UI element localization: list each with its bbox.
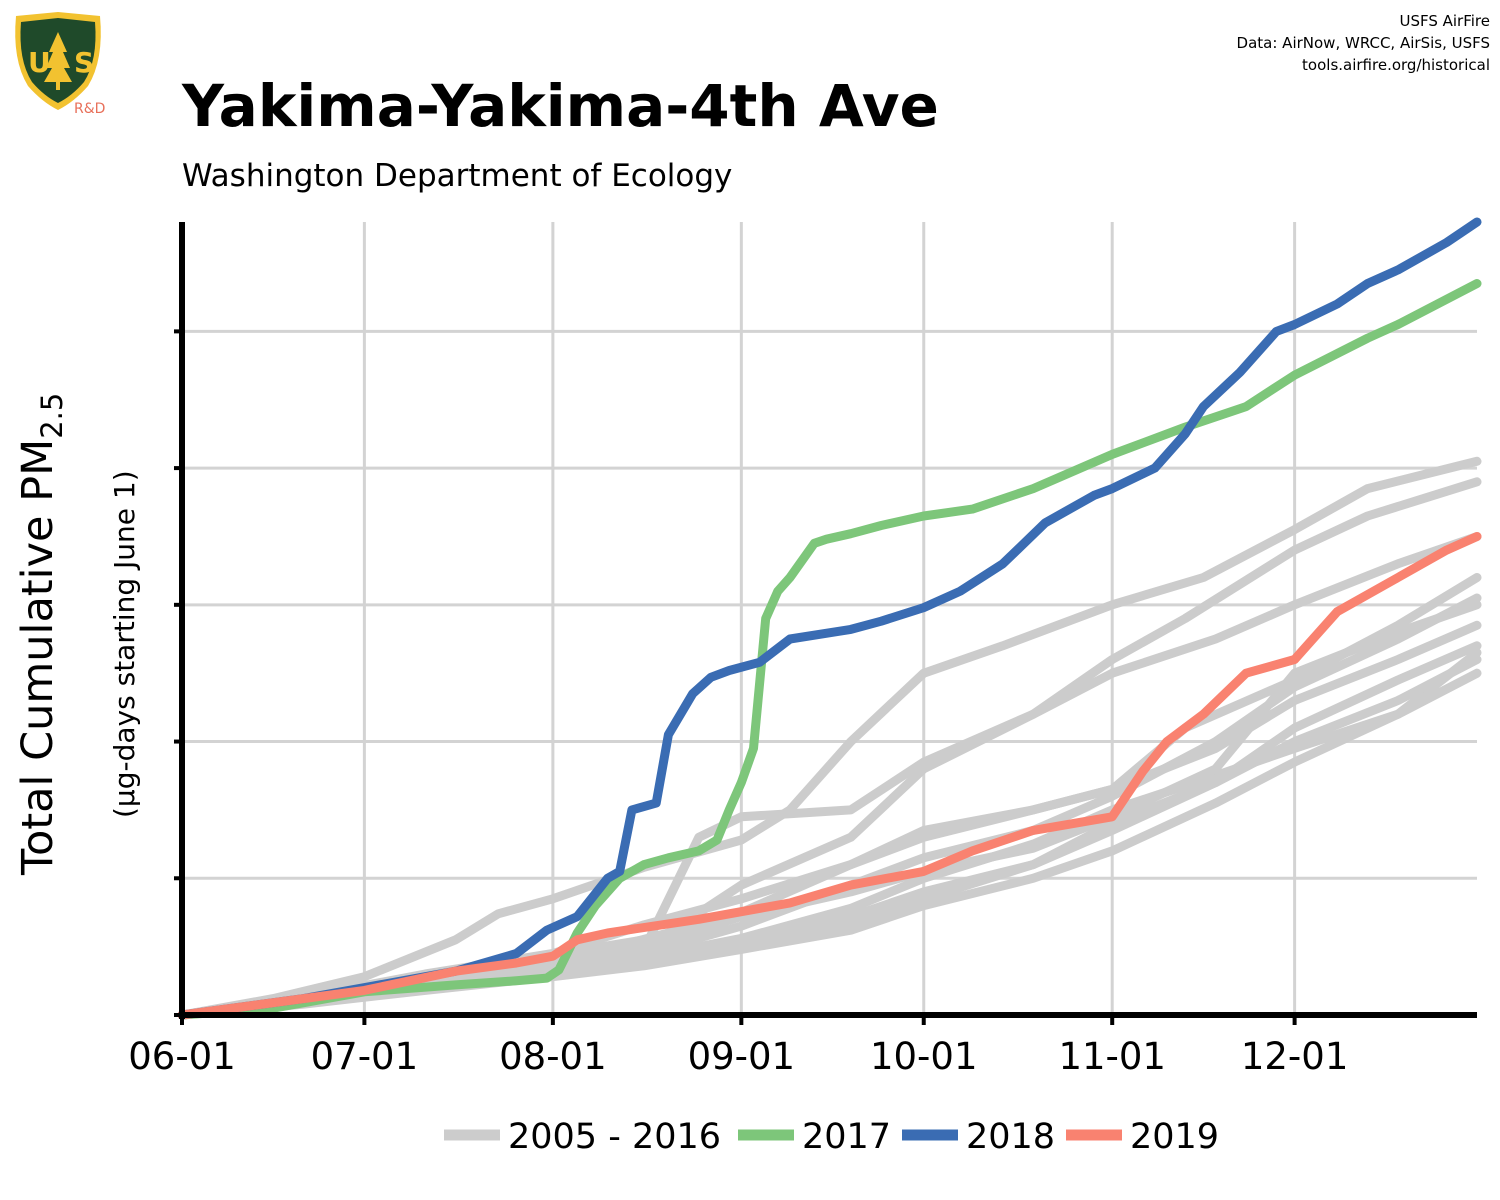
x-tick-label-07-01: 07-01 — [311, 1035, 419, 1078]
x-tick-label-08-01: 08-01 — [499, 1035, 607, 1078]
credit-line-1: USFS AirFire — [1399, 12, 1490, 30]
legend-label-3: 2018 — [966, 1117, 1055, 1157]
series-line-2018 — [177, 217, 1482, 1020]
x-tick-labels: 06-01 07-01 08-01 09-01 10-01 11-01 12-01 — [128, 1035, 1348, 1078]
highlighted-years-lines — [177, 217, 1482, 1020]
x-tick-label-09-01: 09-01 — [688, 1035, 796, 1078]
background-years-lines — [177, 456, 1482, 1020]
chart-subtitle: Washington Department of Ecology — [182, 158, 732, 194]
tree-icon — [44, 32, 72, 82]
x-tick-label-06-01: 06-01 — [128, 1035, 236, 1078]
background-year-line-6 — [177, 641, 1482, 1020]
legend-label-1: 2005 - 2016 — [508, 1117, 721, 1157]
background-year-line-2 — [177, 532, 1482, 1020]
chart-title: Yakima-Yakima-4th Ave — [181, 72, 939, 140]
series-line-2019 — [177, 532, 1482, 1020]
legend: 2005 - 2016 2017 2018 2019 — [444, 1117, 1219, 1157]
grid — [182, 222, 1477, 1015]
logo-rd-tag: R&D — [74, 101, 105, 117]
x-tick-label-10-01: 10-01 — [870, 1035, 978, 1078]
logo-letter-u: U — [28, 46, 51, 79]
axes — [174, 222, 1477, 1025]
x-tick-label-11-01: 11-01 — [1058, 1035, 1166, 1078]
y-axis-label: Total Cumulative PM2.5 — [13, 393, 69, 876]
logo-letter-s: S — [74, 46, 94, 79]
series-line-2017 — [177, 279, 1482, 1020]
x-tick-label-12-01: 12-01 — [1241, 1035, 1349, 1078]
legend-label-4: 2019 — [1130, 1117, 1219, 1157]
credit-line-3: tools.airfire.org/historical — [1302, 56, 1490, 74]
y-axis-label-note: (µg-days starting June 1) — [108, 470, 141, 818]
credit-line-2: Data: AirNow, WRCC, AirSis, USFS — [1237, 34, 1490, 52]
legend-label-2: 2017 — [802, 1117, 891, 1157]
usfs-logo: U S R&D — [15, 12, 105, 117]
background-year-line-4 — [177, 573, 1482, 1020]
